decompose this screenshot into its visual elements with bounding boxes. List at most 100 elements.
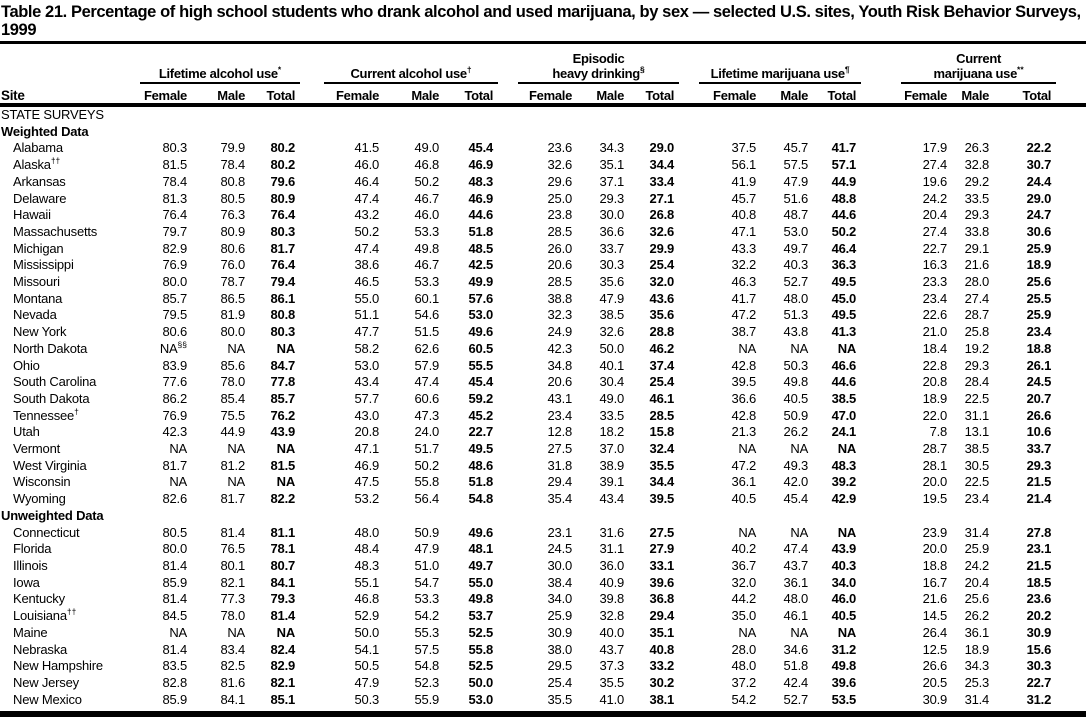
value-cell: 82.1 xyxy=(220,574,245,590)
site-cell: North Dakota xyxy=(13,340,88,356)
value-cell: 43.7 xyxy=(783,557,809,573)
value-cell: 43.8 xyxy=(783,324,809,340)
value-cell: 46.0 xyxy=(354,157,380,173)
value-cell: NA xyxy=(169,474,187,490)
value-cell: 33.7 xyxy=(1026,441,1052,457)
value-cell: 76.9 xyxy=(162,257,187,273)
value-cell: 30.6 xyxy=(1026,223,1052,239)
value-cell: 25.3 xyxy=(964,674,990,690)
subheader-male-g4: Male xyxy=(761,84,814,107)
value-cell: 42.3 xyxy=(162,424,187,440)
value-cell: 47.4 xyxy=(354,240,380,256)
value-cell: 28.0 xyxy=(731,641,757,657)
value-cell: 26.6 xyxy=(922,658,948,674)
value-cell: 20.6 xyxy=(547,374,573,390)
value-cell: 26.4 xyxy=(922,624,948,640)
table-row-connecticut: Connecticut 80.5 81.4 81.1 48.0 50.9 49.6 23.1 3… xyxy=(0,525,1086,542)
value-cell: 50.0 xyxy=(599,340,625,356)
value-cell: 31.1 xyxy=(599,541,625,557)
value-cell: 38.9 xyxy=(599,457,625,473)
value-cell: 50.2 xyxy=(354,223,380,239)
value-cell: 7.8 xyxy=(929,424,948,440)
value-cell: NA xyxy=(276,624,296,640)
value-cell: 28.5 xyxy=(547,274,573,290)
value-cell: 80.9 xyxy=(220,223,245,239)
value-cell: 36.8 xyxy=(649,591,675,607)
table-row-montana: Montana 85.7 86.5 86.1 55.0 60.1 57.6 38.8 47.9 4… xyxy=(0,291,1086,308)
subheader-total-g2: Total xyxy=(444,84,499,107)
value-cell: 29.0 xyxy=(1026,190,1052,206)
value-cell: 39.6 xyxy=(649,574,675,590)
value-cell: 25.6 xyxy=(1026,274,1052,290)
value-cell: 40.9 xyxy=(599,574,625,590)
value-cell: 30.9 xyxy=(547,624,573,640)
value-cell: NA xyxy=(837,624,857,640)
value-cell: 53.3 xyxy=(414,591,440,607)
value-cell: 48.8 xyxy=(831,190,857,206)
value-cell: 81.5 xyxy=(162,157,187,173)
site-cell: Massachusetts xyxy=(13,223,98,239)
value-cell: 37.1 xyxy=(599,173,625,189)
value-cell: 22.5 xyxy=(964,390,990,406)
value-cell: 54.1 xyxy=(354,641,380,657)
value-cell: 43.1 xyxy=(547,390,573,406)
value-cell: 82.1 xyxy=(270,674,296,690)
value-cell: 29.9 xyxy=(649,240,675,256)
value-cell: 38.8 xyxy=(547,290,573,306)
value-cell: 48.5 xyxy=(468,240,494,256)
value-cell: 82.2 xyxy=(270,491,296,507)
value-cell: 33.4 xyxy=(649,173,675,189)
value-cell: 85.7 xyxy=(162,290,187,306)
value-cell: 57.7 xyxy=(354,390,380,406)
value-cell: 26.6 xyxy=(1026,407,1052,423)
value-cell: 40.3 xyxy=(783,257,809,273)
value-cell: 35.5 xyxy=(599,674,625,690)
site-cell: Florida xyxy=(13,541,52,557)
subheader-total-g3: Total xyxy=(629,84,680,107)
value-cell: 34.4 xyxy=(649,474,675,490)
table-row-new-jersey: New Jersey 82.8 81.6 82.1 47.9 52.3 50.0 25.4 35… xyxy=(0,675,1086,692)
value-cell: 27.1 xyxy=(649,190,675,206)
value-cell: 55.3 xyxy=(414,624,440,640)
value-cell: 78.4 xyxy=(162,173,187,189)
column-group-2: Current alcohol use† xyxy=(300,44,499,84)
value-cell: 50.5 xyxy=(354,658,380,674)
value-cell: NA xyxy=(837,441,857,457)
value-cell: 42.5 xyxy=(468,257,494,273)
value-cell: 82.5 xyxy=(220,658,245,674)
value-cell: 21.5 xyxy=(1026,474,1052,490)
value-cell: 32.0 xyxy=(731,574,757,590)
value-cell: 36.6 xyxy=(599,223,625,239)
value-cell: 29.4 xyxy=(649,608,675,624)
value-cell: NA xyxy=(738,624,757,640)
value-cell: 27.8 xyxy=(1026,524,1052,540)
value-cell: 32.8 xyxy=(964,157,990,173)
value-cell: 30.5 xyxy=(964,457,990,473)
value-cell: 30.7 xyxy=(1026,157,1052,173)
value-cell: 33.1 xyxy=(649,557,675,573)
value-cell: 45.0 xyxy=(831,290,857,306)
value-cell: 28.7 xyxy=(922,441,948,457)
value-cell: 30.0 xyxy=(599,207,625,223)
value-cell: NA xyxy=(227,340,245,356)
value-cell: 80.5 xyxy=(162,524,187,540)
value-cell: 32.8 xyxy=(599,608,625,624)
site-cell: West Virginia xyxy=(13,457,87,473)
column-group-1: Lifetime alcohol use* xyxy=(132,44,301,84)
value-cell: 80.3 xyxy=(270,324,296,340)
value-cell: 80.2 xyxy=(270,157,296,173)
value-cell: 30.4 xyxy=(599,374,625,390)
site-cell: Wisconsin xyxy=(13,474,71,490)
value-cell: 54.7 xyxy=(414,574,440,590)
value-cell: 78.1 xyxy=(270,541,296,557)
value-cell: 45.4 xyxy=(468,374,494,390)
value-cell: 30.9 xyxy=(922,691,948,707)
value-cell: 38.0 xyxy=(547,641,573,657)
value-cell: 33.5 xyxy=(599,407,625,423)
value-cell: 53.0 xyxy=(468,691,494,707)
value-cell: 53.3 xyxy=(414,274,440,290)
value-cell: 19.6 xyxy=(922,173,948,189)
value-cell: 34.4 xyxy=(649,157,675,173)
site-cell: Louisiana†† xyxy=(13,608,77,624)
